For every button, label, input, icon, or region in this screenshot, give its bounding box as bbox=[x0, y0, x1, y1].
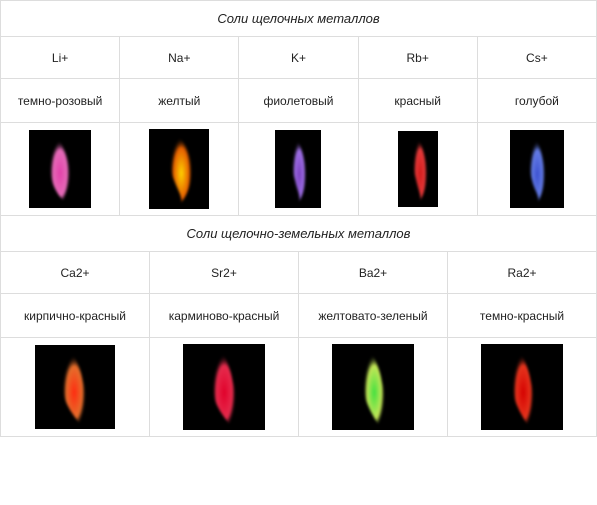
section1-colors-row: темно-розовый желтый фиолетовый красный … bbox=[0, 79, 597, 123]
flame-cell bbox=[359, 123, 478, 216]
ion-label: Sr2+ bbox=[150, 252, 299, 294]
flame-cell bbox=[150, 338, 299, 437]
section2-ions-row: Ca2+ Sr2+ Ba2+ Ra2+ bbox=[0, 252, 597, 294]
color-label: красный bbox=[359, 79, 478, 123]
ion-label: K+ bbox=[239, 37, 358, 79]
flame-tile bbox=[398, 131, 438, 207]
flame-cell bbox=[239, 123, 358, 216]
ion-label: Rb+ bbox=[359, 37, 478, 79]
section1-title: Соли щелочных металлов bbox=[0, 0, 597, 37]
flame-cell bbox=[478, 123, 597, 216]
section1-ions-row: Li+ Na+ K+ Rb+ Cs+ bbox=[0, 37, 597, 79]
ion-label: Ca2+ bbox=[1, 252, 150, 294]
color-label: кирпично-красный bbox=[1, 294, 150, 338]
flame-tile bbox=[35, 345, 115, 429]
flame-cell bbox=[299, 338, 448, 437]
flame-tile bbox=[275, 130, 321, 208]
flame-cell bbox=[1, 123, 120, 216]
flame-cell bbox=[1, 338, 150, 437]
section1-flames-row bbox=[0, 123, 597, 216]
flame-tile bbox=[149, 129, 209, 209]
color-label: фиолетовый bbox=[239, 79, 358, 123]
section2-title: Соли щелочно-земельных металлов bbox=[0, 216, 597, 252]
flame-tile bbox=[332, 344, 414, 430]
ion-label: Cs+ bbox=[478, 37, 597, 79]
color-label: темно-розовый bbox=[1, 79, 120, 123]
flame-tile bbox=[183, 344, 265, 430]
color-label: желтовато-зеленый bbox=[299, 294, 448, 338]
ion-label: Ba2+ bbox=[299, 252, 448, 294]
ion-label: Ra2+ bbox=[448, 252, 597, 294]
flame-cell bbox=[448, 338, 597, 437]
color-label: темно-красный bbox=[448, 294, 597, 338]
color-label: желтый bbox=[120, 79, 239, 123]
section2-flames-row bbox=[0, 338, 597, 437]
flame-tile bbox=[510, 130, 564, 208]
flame-tile bbox=[481, 344, 563, 430]
ion-label: Li+ bbox=[1, 37, 120, 79]
flame-tile bbox=[29, 130, 91, 208]
color-label: голубой bbox=[478, 79, 597, 123]
section2-colors-row: кирпично-красный карминово-красный желто… bbox=[0, 294, 597, 338]
flame-cell bbox=[120, 123, 239, 216]
ion-label: Na+ bbox=[120, 37, 239, 79]
color-label: карминово-красный bbox=[150, 294, 299, 338]
